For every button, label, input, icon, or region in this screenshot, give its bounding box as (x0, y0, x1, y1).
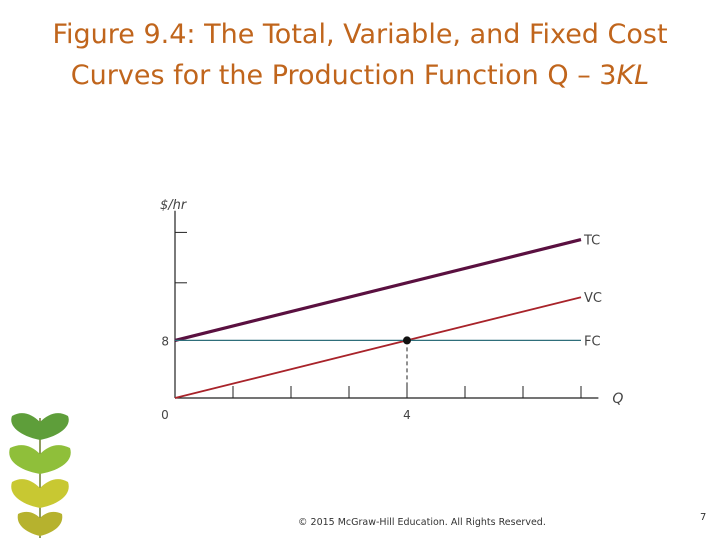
copyright-footer: © 2015 McGraw-Hill Education. All Rights… (298, 517, 546, 528)
series-line-vc (174, 296, 582, 399)
series-label-tc: TC (583, 234, 600, 249)
highlight-point (403, 336, 411, 345)
slide-title: Figure 9.4: The Total, Variable, and Fix… (0, 14, 720, 96)
y-axis-label: $/hr (160, 198, 188, 213)
series-label-vc: VC (584, 291, 602, 306)
title-line-2-text: Curves for the Production Function Q – 3 (70, 60, 617, 91)
ginkgo-leaves-decoration (0, 408, 80, 544)
x-tick-label: 0 (161, 408, 169, 422)
series-label-fc: FC (584, 334, 601, 349)
title-line-2: Curves for the Production Function Q – 3… (0, 55, 720, 96)
page-number: 7 (700, 512, 707, 523)
title-line-2-italic: KL (616, 60, 650, 91)
x-axis-label: Q (612, 391, 623, 407)
x-tick-label: 4 (403, 408, 411, 422)
y-tick-label: 8 (161, 334, 169, 348)
title-line-1: Figure 9.4: The Total, Variable, and Fix… (52, 19, 668, 50)
series-line-tc (174, 238, 582, 342)
